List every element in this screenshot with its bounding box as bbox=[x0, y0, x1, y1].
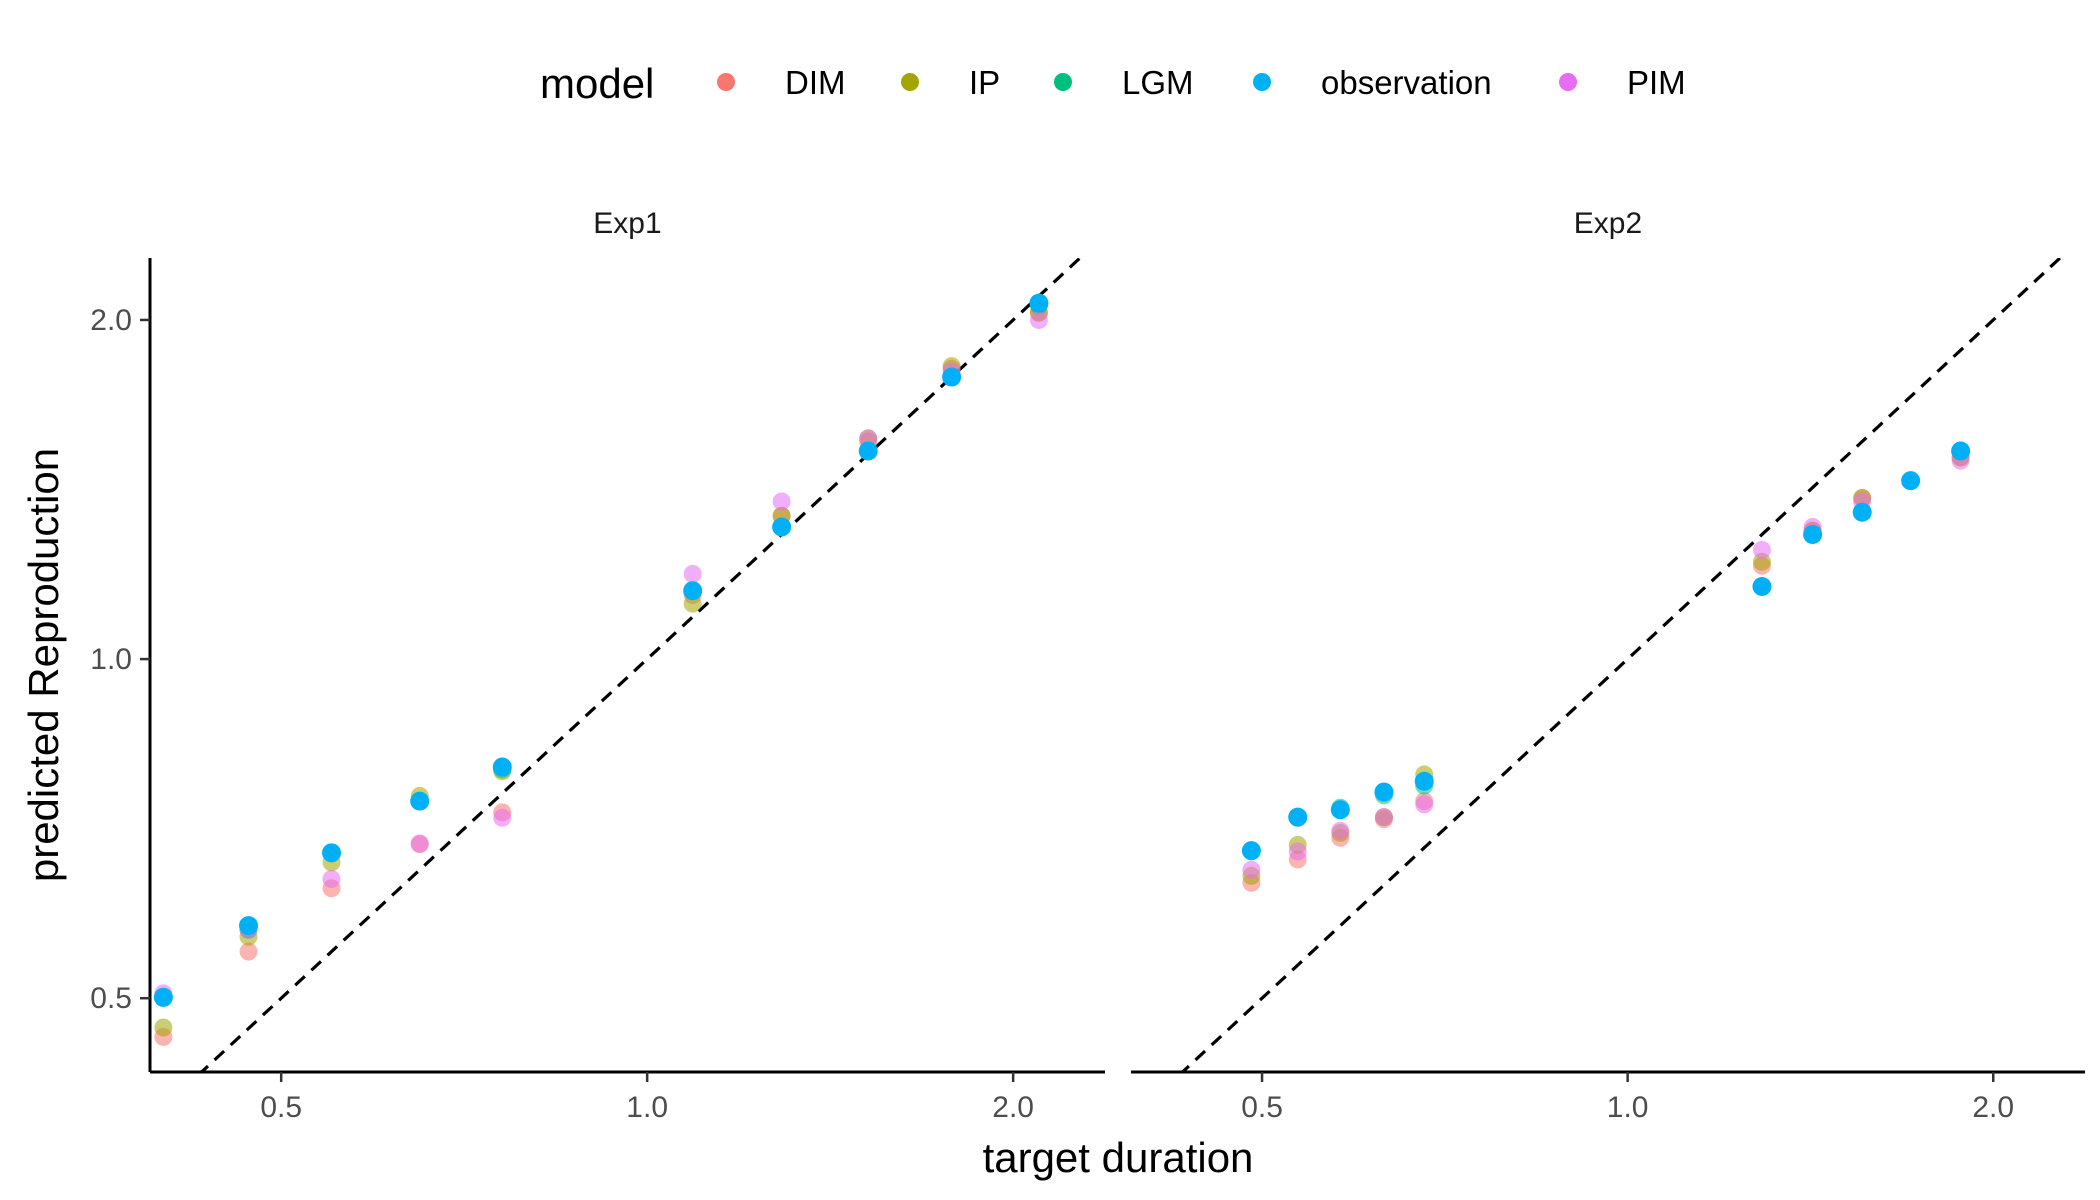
point-pim bbox=[1029, 310, 1048, 329]
point-pim bbox=[410, 834, 429, 853]
x-tick-label: 2.0 bbox=[992, 1091, 1034, 1124]
point-observation bbox=[1852, 502, 1872, 522]
point-observation bbox=[683, 581, 703, 601]
x-tick-label: 0.5 bbox=[260, 1091, 302, 1124]
point-observation bbox=[239, 916, 259, 936]
panel-exp1: Exp1 0.5 1.0 2.0 0.5 1.0 2.0 bbox=[90, 207, 1105, 1124]
point-pim bbox=[322, 869, 341, 888]
panel-strip-label: Exp2 bbox=[1574, 207, 1642, 240]
legend: model DIM IP LGM observation PIM bbox=[540, 60, 1686, 107]
panel-strip-label: Exp1 bbox=[593, 207, 661, 240]
point-pim bbox=[1752, 540, 1771, 559]
point-pim bbox=[1374, 808, 1393, 827]
point-observation bbox=[322, 843, 342, 863]
legend-label-ip: IP bbox=[969, 64, 1000, 101]
x-tick-label: 1.0 bbox=[626, 1091, 668, 1124]
legend-key-lgm bbox=[1054, 73, 1072, 91]
point-observation bbox=[1951, 441, 1971, 461]
point-observation bbox=[1414, 771, 1434, 791]
point-observation bbox=[153, 987, 173, 1007]
legend-key-observation bbox=[1253, 73, 1271, 91]
y-tick-label: 1.0 bbox=[90, 643, 132, 676]
point-ip bbox=[154, 1018, 173, 1037]
point-pim bbox=[1242, 860, 1261, 879]
legend-key-ip bbox=[901, 73, 919, 91]
point-pim bbox=[493, 808, 512, 827]
legend-title: model bbox=[540, 60, 654, 107]
y-axis-title: predicted Reproduction bbox=[20, 448, 67, 882]
point-observation bbox=[1374, 782, 1394, 802]
legend-label-pim: PIM bbox=[1627, 64, 1686, 101]
point-dim bbox=[239, 942, 258, 961]
point-pim bbox=[1331, 821, 1350, 840]
point-observation bbox=[772, 517, 792, 537]
point-observation bbox=[858, 441, 878, 461]
legend-key-dim bbox=[717, 73, 735, 91]
x-tick-label: 0.5 bbox=[1241, 1091, 1283, 1124]
point-observation bbox=[492, 757, 512, 777]
point-observation bbox=[942, 367, 962, 387]
point-pim bbox=[683, 564, 702, 583]
x-tick-label: 2.0 bbox=[1972, 1091, 2014, 1124]
legend-label-observation: observation bbox=[1321, 64, 1492, 101]
identity-line bbox=[199, 258, 1083, 1072]
x-tick-label: 1.0 bbox=[1607, 1091, 1649, 1124]
legend-key-pim bbox=[1559, 73, 1577, 91]
point-observation bbox=[1901, 471, 1921, 491]
panel-exp2: Exp2 0.5 1.0 2.0 bbox=[1131, 207, 2085, 1124]
point-observation bbox=[1029, 293, 1049, 313]
point-observation bbox=[1803, 524, 1823, 544]
point-pim bbox=[772, 492, 791, 511]
point-observation bbox=[410, 791, 430, 811]
y-tick-label: 2.0 bbox=[90, 304, 132, 337]
point-observation bbox=[1241, 841, 1261, 861]
legend-label-lgm: LGM bbox=[1122, 64, 1194, 101]
legend-label-dim: DIM bbox=[785, 64, 846, 101]
point-ip bbox=[683, 594, 702, 613]
point-pim bbox=[1288, 842, 1307, 861]
point-observation bbox=[1330, 800, 1350, 820]
point-observation bbox=[1752, 576, 1772, 596]
y-tick-label: 0.5 bbox=[90, 982, 132, 1015]
identity-line bbox=[1180, 258, 2063, 1072]
x-axis-title: target duration bbox=[983, 1134, 1254, 1181]
point-observation bbox=[1288, 807, 1308, 827]
point-pim bbox=[1415, 795, 1434, 814]
